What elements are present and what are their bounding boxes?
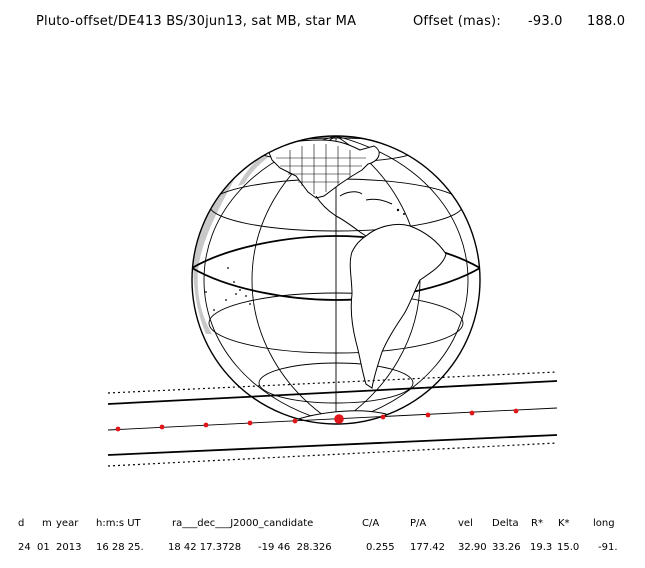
offset-label: Offset (mas):: [413, 14, 501, 29]
north-shadow-limit: [107, 380, 558, 405]
col-header-delta: Delta: [492, 518, 519, 529]
cell-pa: 177.42: [410, 542, 445, 553]
cell-delta: 33.26: [492, 542, 521, 553]
col-header-rstar: R*: [531, 518, 543, 529]
north-america: [267, 139, 380, 199]
cell-day: 24: [18, 542, 31, 553]
time-marker: [292, 418, 298, 424]
south-america: [349, 223, 447, 389]
plot-title: Pluto-offset/DE413 BS/30jun13, sat MB, s…: [36, 14, 357, 29]
globe-outline: [191, 135, 481, 425]
time-marker: [247, 420, 253, 426]
cell-kstar: 15.0: [557, 542, 580, 553]
offset-x-value: -93.0: [528, 14, 563, 29]
state-borders: [276, 144, 366, 194]
cell-dec: -19 46 28.326: [258, 542, 332, 553]
col-header-long: long: [593, 518, 615, 529]
col-header-year: year: [56, 518, 79, 529]
time-marker: [380, 414, 386, 420]
cell-rstar: 19.3: [530, 542, 553, 553]
time-marker: [203, 422, 209, 428]
col-header-radec: ra___dec___J2000_candidate: [172, 518, 314, 529]
cell-ca: 0.255: [366, 542, 395, 553]
col-header-m: m: [42, 518, 52, 529]
time-marker: [513, 408, 519, 414]
event-points: [115, 408, 519, 432]
cell-time: 16 28 25.: [96, 542, 144, 553]
offset-y-value: 188.0: [587, 14, 626, 29]
col-header-vel: vel: [458, 518, 473, 529]
closest-approach-marker: [334, 414, 344, 424]
time-marker: [115, 426, 121, 432]
cell-year: 2013: [56, 542, 82, 553]
south-uncertainty-limit: [107, 442, 558, 467]
time-marker: [469, 410, 475, 416]
col-header-kstar: K*: [558, 518, 570, 529]
central-america: [315, 195, 367, 237]
col-header-d: d: [18, 518, 25, 529]
cell-ra: 18 42 17.3728: [168, 542, 242, 553]
time-marker: [425, 412, 431, 418]
time-marker: [159, 424, 165, 430]
event-parameters-table: d m year h:m:s UT ra___dec___J2000_candi…: [0, 518, 645, 568]
col-header-ca: C/A: [362, 518, 380, 529]
col-header-time: h:m:s UT: [96, 518, 141, 529]
pacific-islands: [205, 267, 251, 311]
plot-header: Pluto-offset/DE413 BS/30jun13, sat MB, s…: [0, 14, 645, 89]
cell-vel: 32.90: [458, 542, 487, 553]
south-shadow-limit: [107, 434, 558, 456]
col-header-pa: P/A: [410, 518, 427, 529]
cell-long: -91.: [598, 542, 618, 553]
cell-month: 01: [37, 542, 50, 553]
centerline: [107, 407, 558, 431]
shadow-path: [107, 371, 558, 467]
caribbean-islands: [365, 198, 393, 205]
